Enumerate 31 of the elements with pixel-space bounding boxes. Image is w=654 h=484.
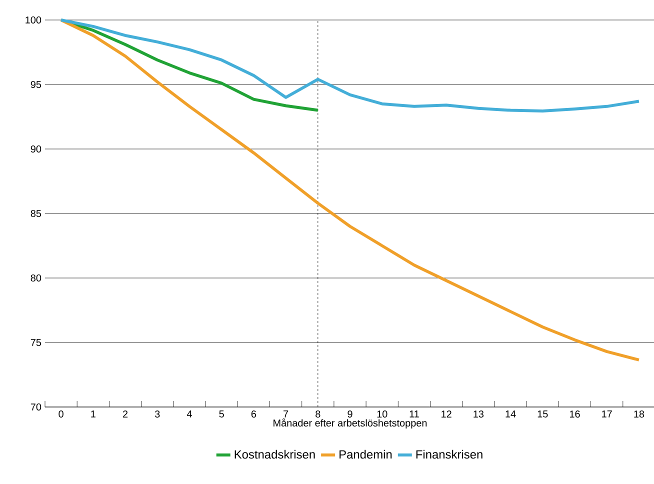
x-tick-label: 5 — [219, 410, 224, 418]
x-tick-label: 8 — [316, 410, 320, 418]
x-tick-label: 13 — [474, 410, 484, 418]
x-axis-title: Månader efter arbetslöshetstoppen — [274, 418, 427, 429]
y-tick-label: 80 — [30, 274, 42, 282]
x-tick-label: 17 — [602, 410, 612, 418]
x-tick-label: 14 — [506, 410, 516, 418]
y-tick-label: 70 — [30, 403, 42, 411]
x-tick-label: 10 — [377, 410, 388, 418]
x-tick-label: 16 — [570, 410, 580, 418]
y-tick-label: 75 — [30, 339, 42, 346]
x-tick-label: 11 — [410, 410, 419, 418]
x-tick-label: 2 — [122, 410, 128, 418]
x-tick-label: 1 — [91, 410, 96, 418]
y-tick-label: 85 — [30, 210, 42, 218]
legend-label: Finanskrisen — [416, 450, 482, 459]
x-tick-label: 15 — [538, 410, 548, 418]
x-tick-label: 12 — [442, 410, 452, 418]
x-tick-label: 7 — [284, 410, 288, 418]
line-series — [60, 18, 640, 112]
y-tick-label: 100 — [26, 16, 42, 24]
y-tick-label: 95 — [30, 80, 42, 88]
x-tick-label: 6 — [251, 410, 256, 418]
x-tick-label: 3 — [154, 410, 160, 418]
x-tick-label: 0 — [58, 410, 64, 418]
x-tick-label: 4 — [186, 410, 192, 418]
x-tick-label: 9 — [348, 410, 352, 418]
legend-label: Kostnadskrisen — [234, 450, 315, 459]
legend-label: Pandemin — [340, 450, 392, 459]
y-tick-label: 90 — [30, 145, 42, 153]
x-tick-label: 18 — [634, 410, 644, 418]
